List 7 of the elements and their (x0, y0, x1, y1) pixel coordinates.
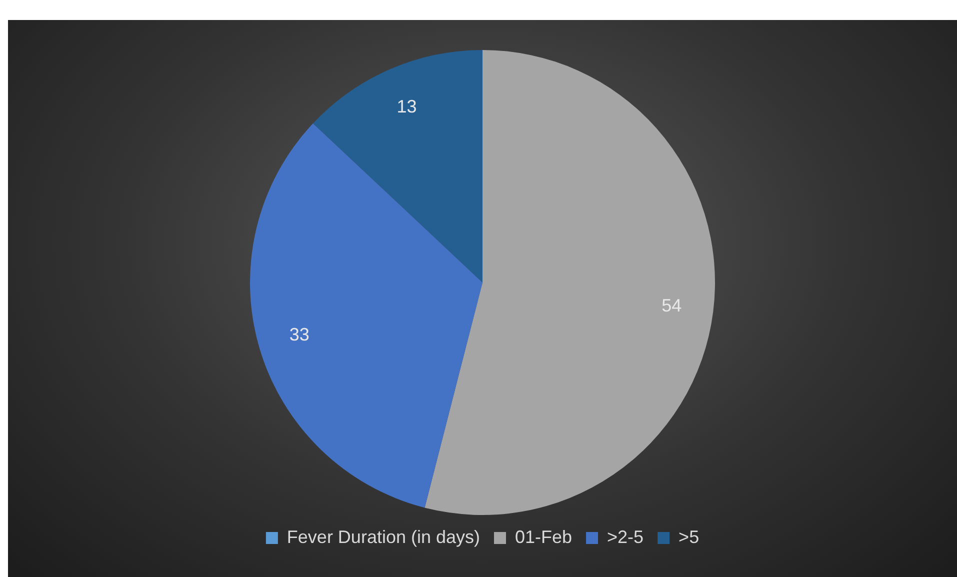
legend-label: Fever Duration (in days) (286, 526, 480, 547)
legend-label: 01-Feb (514, 526, 572, 547)
data-label: 33 (289, 324, 310, 345)
data-label: 13 (396, 96, 417, 116)
legend-label: >2-5 (607, 526, 644, 547)
data-label: 54 (662, 295, 682, 316)
legend-label: >5 (678, 526, 700, 547)
